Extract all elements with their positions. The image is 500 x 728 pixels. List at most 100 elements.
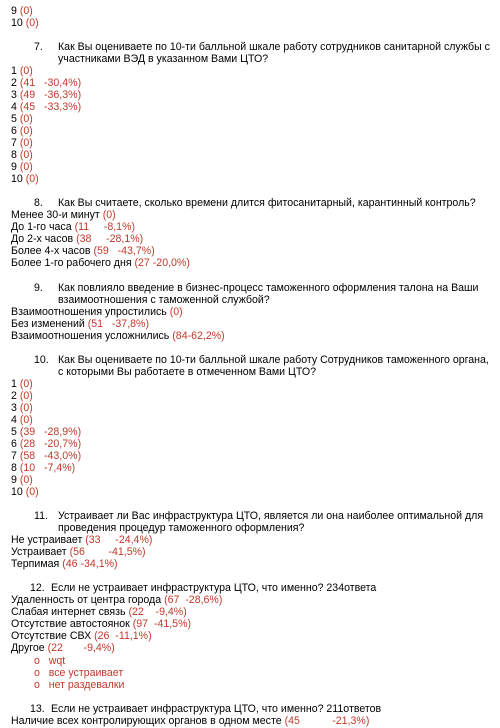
answer-value: (27 -20,0%)	[134, 257, 190, 269]
answer-label: 1	[11, 378, 17, 390]
answer-row: 10 (0)	[11, 17, 39, 29]
answer-label: Без изменений	[11, 318, 85, 330]
answer-row: 7 (0)	[11, 137, 33, 149]
answer-row: Устраивает (56 -41,5%)	[11, 546, 146, 558]
answer-label: Наличие всех контролирующих органов в од…	[11, 715, 282, 727]
question-text: Если не устраивает инфраструктура ЦТО, ч…	[51, 582, 377, 594]
question-text: Если не устраивает инфраструктура ЦТО, ч…	[51, 703, 382, 715]
answer-label: Не устраивает	[11, 534, 83, 546]
other-answer-text: все устраивает	[48, 667, 124, 679]
answer-value: (22 -9,4%)	[47, 642, 115, 654]
answer-value: (56 -41,5%)	[69, 546, 146, 558]
answer-value: (51 -37,8%)	[87, 318, 149, 330]
answer-value: (0)	[19, 390, 33, 402]
answer-row: До 2-х часов (38 -28,1%)	[11, 233, 143, 245]
answer-row: Взаимоотношения упростились (0)	[11, 306, 183, 318]
answer-value: (39 -28,9%)	[19, 426, 82, 438]
other-answer-item: o нет раздевалки	[34, 679, 125, 691]
answer-value: (33 -24,4%)	[85, 534, 153, 546]
answer-row: 6 (0)	[11, 125, 33, 137]
answer-label: 10	[11, 486, 23, 498]
answer-value: (0)	[19, 414, 33, 426]
answer-value: (41 -30,4%)	[19, 77, 82, 89]
other-answer-text: wqt	[48, 655, 66, 667]
answer-value: (46 -34,1%)	[62, 558, 118, 570]
answer-value: (0)	[25, 17, 39, 29]
answer-label: 2	[11, 77, 17, 89]
answer-row: Удаленность от центра города (67 -28,6%)	[11, 594, 222, 606]
answer-row: 1 (0)	[11, 378, 33, 390]
question-text: с которыми Вы работаете в отмеченном Вам…	[58, 366, 316, 378]
answer-value: (11 -8,1%)	[74, 221, 136, 233]
answer-row: 2 (41 -30,4%)	[11, 77, 81, 89]
answer-label: 9	[11, 474, 17, 486]
answer-value: (0)	[169, 306, 183, 318]
answer-label: 8	[11, 462, 17, 474]
answer-value: (0)	[19, 5, 33, 17]
answer-label: Взаимоотношения упростились	[11, 306, 167, 318]
other-answer-text: нет раздевалки	[48, 679, 125, 691]
answer-label: 10	[11, 17, 23, 29]
answer-row: 5 (0)	[11, 113, 33, 125]
answer-value: (0)	[19, 161, 33, 173]
question-number: 12.	[30, 582, 45, 594]
answer-value: (67 -28,6%)	[164, 594, 223, 606]
answer-value: (0)	[19, 474, 33, 486]
answer-row: 5 (39 -28,9%)	[11, 426, 81, 438]
answer-label: 9	[11, 161, 17, 173]
answer-value: (10 -7,4%)	[19, 462, 76, 474]
answer-value: (26 -11,1%)	[94, 630, 152, 642]
answer-label: 4	[11, 414, 17, 426]
answer-value: (38 -28,1%)	[76, 233, 144, 245]
answer-row: 10 (0)	[11, 486, 39, 498]
question-number: 7.	[34, 41, 43, 53]
answer-row: 8 (10 -7,4%)	[11, 462, 75, 474]
answer-value: (0)	[25, 173, 39, 185]
answer-label: 10	[11, 173, 23, 185]
answer-label: 3	[11, 89, 17, 101]
answer-value: (59 -43,7%)	[93, 245, 155, 257]
answer-label: Взаимоотношения усложнились	[11, 330, 170, 342]
question-text: Как Вы оцениваете по 10-ти балльной шкал…	[58, 354, 489, 366]
answer-value: (0)	[19, 137, 33, 149]
question-number: 8.	[34, 197, 43, 209]
answer-row: 9 (0)	[11, 5, 33, 17]
question-text: взаимоотношения с таможенной службой?	[58, 294, 270, 306]
answer-row: Менее 30-и минут (0)	[11, 209, 116, 221]
answer-value: (0)	[19, 125, 33, 137]
answer-label: Устраивает	[11, 546, 67, 558]
answer-label: Отсутствие автостоянок	[11, 618, 130, 630]
answer-value: (45 -33,3%)	[19, 101, 82, 113]
other-answer-item: o все устраивает	[34, 667, 124, 679]
answer-row: 6 (28 -20,7%)	[11, 438, 81, 450]
answer-value: (49 -36,3%)	[19, 89, 82, 101]
answer-row: Взаимоотношения усложнились (84-62,2%)	[11, 330, 225, 342]
answer-value: (0)	[102, 209, 116, 221]
answer-label: 3	[11, 402, 17, 414]
answer-label: 7	[11, 137, 17, 149]
question-number: 9.	[34, 282, 43, 294]
question-number: 11.	[34, 510, 48, 522]
answer-row: Терпимая (46 -34,1%)	[11, 558, 118, 570]
question-number: 10.	[34, 354, 49, 366]
answer-row: Наличие всех контролирующих органов в од…	[11, 715, 369, 727]
answer-label: Отсутствие СВХ	[11, 630, 92, 642]
answer-row: 4 (0)	[11, 414, 33, 426]
answer-row: Без изменений (51 -37,8%)	[11, 318, 149, 330]
answer-row: 9 (0)	[11, 161, 33, 173]
answer-value: (0)	[19, 149, 33, 161]
answer-label: 9	[11, 5, 17, 17]
answer-value: (28 -20,7%)	[19, 438, 82, 450]
answer-value: (97 -41,5%)	[132, 618, 192, 630]
question-text: участниками ВЭД в указанном Вами ЦТО?	[58, 53, 269, 65]
answer-row: Отсутствие автостоянок (97 -41,5%)	[11, 618, 191, 630]
answer-row: 9 (0)	[11, 474, 33, 486]
answer-label: Более 1-го рабочего дня	[11, 257, 132, 269]
question-text: проведения процедур таможенного оформлен…	[58, 522, 305, 534]
answer-value: (0)	[19, 378, 33, 390]
answer-row: Другое (22 -9,4%)	[11, 642, 115, 654]
answer-label: Слабая интернет связь	[11, 606, 126, 618]
question-number: 13.	[30, 703, 45, 715]
question-text: Как повлияло введение в бизнес-процесс т…	[58, 282, 479, 294]
question-text: Как Вы считаете, сколько времени длится …	[58, 197, 476, 209]
